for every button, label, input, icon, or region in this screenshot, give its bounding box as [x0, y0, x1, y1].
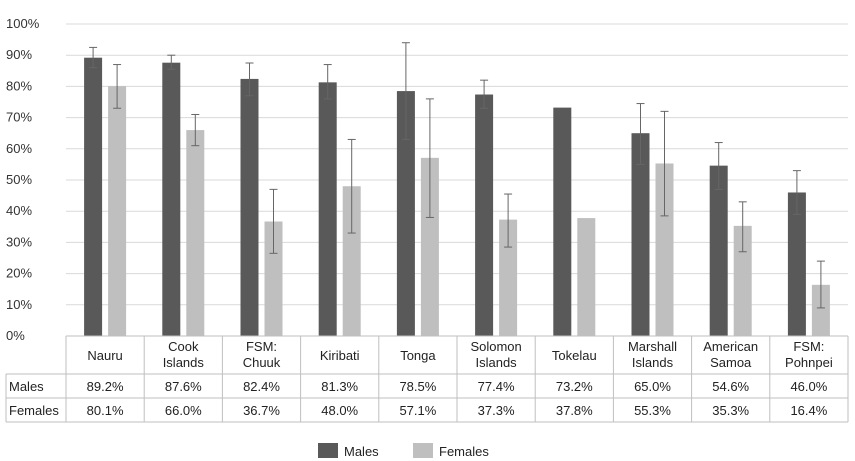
data-label-females: 55.3%: [634, 403, 671, 418]
legend-swatch-females: [413, 443, 433, 458]
category-label: Solomon: [470, 339, 521, 354]
data-label-males: 78.5%: [399, 379, 436, 394]
data-label-females: 36.7%: [243, 403, 280, 418]
y-tick-label: 100%: [6, 16, 40, 31]
bar-females: [420, 157, 439, 336]
data-label-females: 48.0%: [321, 403, 358, 418]
bar-females: [264, 221, 283, 336]
legend-label-males: Males: [344, 444, 379, 459]
bar-females: [577, 218, 596, 336]
category-label: Tokelau: [552, 348, 597, 363]
category-label: Islands: [163, 355, 205, 370]
y-tick-label: 70%: [6, 110, 32, 125]
row-header-males: Males: [9, 379, 44, 394]
category-label: Islands: [475, 355, 517, 370]
bar-males: [396, 91, 415, 336]
y-tick-label: 10%: [6, 297, 32, 312]
data-label-females: 16.4%: [790, 403, 827, 418]
data-label-males: 77.4%: [478, 379, 515, 394]
category-label: Marshall: [628, 339, 677, 354]
bar-females: [108, 86, 127, 336]
bar-females: [186, 130, 205, 336]
bar-females: [342, 186, 361, 336]
category-label: Samoa: [710, 355, 752, 370]
y-tick-label: 90%: [6, 47, 32, 62]
row-header-females: Females: [9, 403, 59, 418]
bar-males: [162, 62, 181, 337]
legend-label-females: Females: [439, 444, 489, 459]
legend-swatch-males: [318, 443, 338, 458]
bar-males: [240, 78, 259, 337]
bar-males: [475, 94, 494, 337]
y-tick-label: 80%: [6, 78, 32, 93]
data-label-males: 65.0%: [634, 379, 671, 394]
category-label: Nauru: [87, 348, 122, 363]
y-tick-label: 20%: [6, 266, 32, 281]
category-label: FSM:: [246, 339, 277, 354]
bar-females: [811, 284, 830, 336]
category-label: Tonga: [400, 348, 436, 363]
data-label-females: 35.3%: [712, 403, 749, 418]
bar-males: [709, 165, 728, 336]
data-label-females: 37.8%: [556, 403, 593, 418]
y-tick-label: 0%: [6, 328, 25, 343]
category-label: Islands: [632, 355, 674, 370]
category-label: American: [703, 339, 758, 354]
category-label: Kiribati: [320, 348, 360, 363]
data-label-males: 82.4%: [243, 379, 280, 394]
bar-males: [787, 192, 806, 336]
data-label-males: 87.6%: [165, 379, 202, 394]
data-label-males: 89.2%: [87, 379, 124, 394]
y-tick-label: 50%: [6, 172, 32, 187]
bar-females: [655, 163, 674, 336]
data-label-males: 73.2%: [556, 379, 593, 394]
category-label: FSM:: [793, 339, 824, 354]
data-label-females: 37.3%: [478, 403, 515, 418]
bar-females: [733, 225, 752, 336]
data-label-females: 57.1%: [399, 403, 436, 418]
y-tick-label: 60%: [6, 141, 32, 156]
y-tick-label: 40%: [6, 203, 32, 218]
bar-males: [84, 57, 103, 337]
data-label-males: 46.0%: [790, 379, 827, 394]
bar-males: [631, 133, 650, 336]
bar-males: [318, 82, 337, 337]
data-label-males: 81.3%: [321, 379, 358, 394]
data-label-females: 66.0%: [165, 403, 202, 418]
category-label: Cook: [168, 339, 199, 354]
category-label: Chuuk: [243, 355, 281, 370]
data-label-females: 80.1%: [87, 403, 124, 418]
y-tick-label: 30%: [6, 234, 32, 249]
bar-males: [553, 107, 572, 336]
data-label-males: 54.6%: [712, 379, 749, 394]
bar-females: [499, 219, 518, 336]
category-label: Pohnpei: [785, 355, 833, 370]
